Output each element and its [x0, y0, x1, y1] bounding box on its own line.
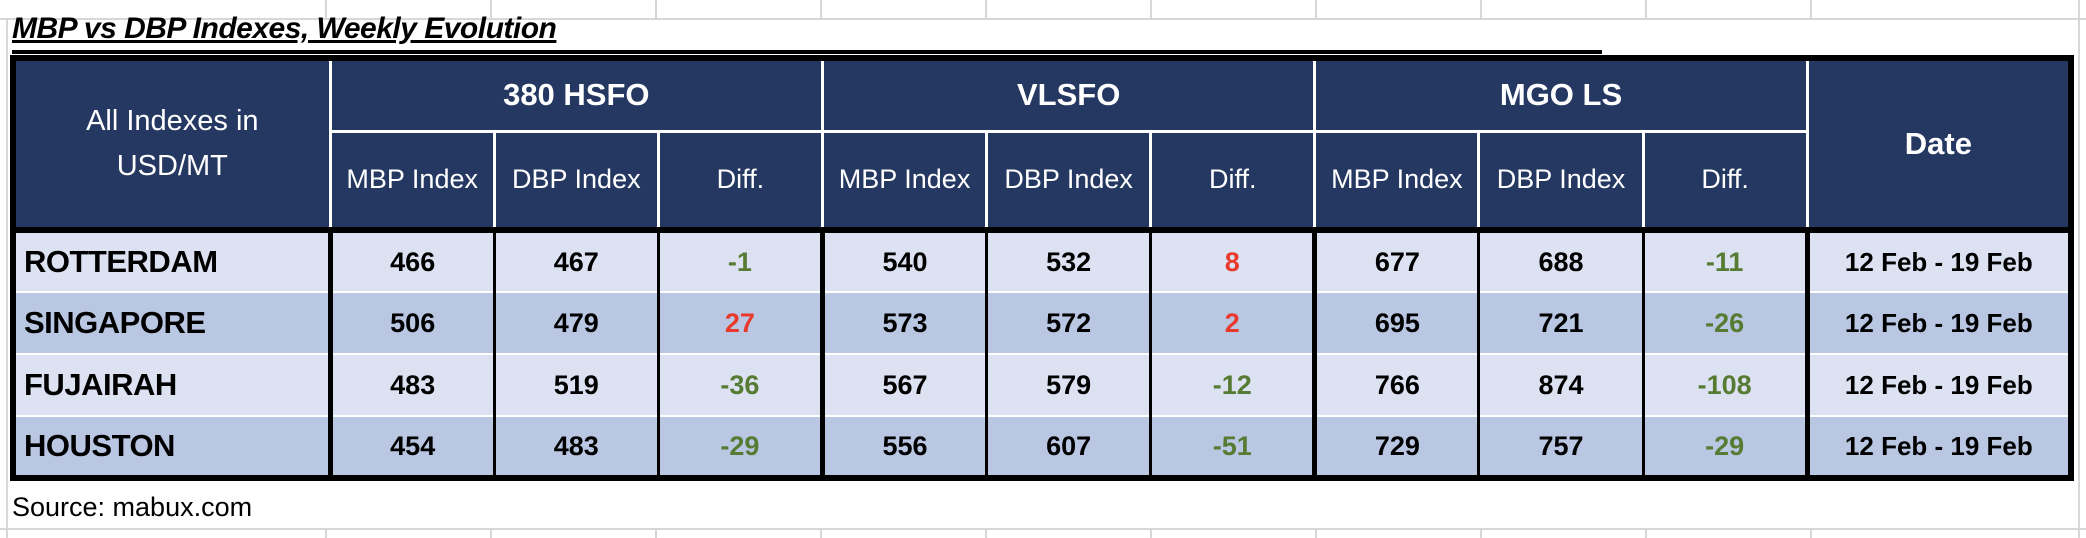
cell-hsfo-dbp: 483 — [494, 416, 660, 478]
corner-line1: All Indexes in — [86, 105, 259, 138]
cell-vlsfo-diff: 2 — [1150, 292, 1318, 355]
cell-hsfo-dbp: 467 — [494, 227, 660, 293]
cell-mgo-diff: -11 — [1643, 227, 1810, 293]
cell-port: HOUSTON — [13, 416, 333, 478]
cell-vlsfo-diff: 8 — [1150, 227, 1318, 293]
table-row-houston: HOUSTON 454 483 -29 556 607 -51 729 757 … — [13, 416, 2071, 478]
cell-hsfo-mbp: 466 — [330, 227, 496, 293]
corner-header: All Indexes in USD/MT — [13, 58, 332, 230]
table-row-singapore: SINGAPORE 506 479 27 573 572 2 695 721 -… — [13, 292, 2071, 355]
cell-mgo-diff: -29 — [1643, 416, 1810, 478]
subheader-mgo-dbp: DBP Index — [1478, 131, 1645, 230]
cell-vlsfo-mbp: 556 — [822, 416, 989, 478]
sub-header-row: MBP Index DBP Index Diff. MBP Index DBP … — [13, 131, 2071, 230]
cell-mgo-mbp: 677 — [1314, 227, 1481, 293]
subheader-vlsfo-mbp: MBP Index — [822, 131, 989, 230]
cell-vlsfo-dbp: 572 — [986, 292, 1153, 355]
cell-hsfo-diff: -29 — [658, 416, 825, 478]
chart-title-underline: MBP vs DBP Indexes, Weekly Evolution — [12, 12, 1602, 54]
cell-hsfo-diff: 27 — [658, 292, 825, 355]
cell-hsfo-dbp: 519 — [494, 354, 660, 417]
cell-vlsfo-mbp: 540 — [822, 227, 989, 293]
subheader-hsfo-dbp: DBP Index — [494, 131, 660, 230]
table-row-fujairah: FUJAIRAH 483 519 -36 567 579 -12 766 874… — [13, 354, 2071, 417]
cell-mgo-mbp: 729 — [1314, 416, 1481, 478]
cell-hsfo-mbp: 454 — [330, 416, 496, 478]
cell-mgo-dbp: 874 — [1478, 354, 1645, 417]
cell-mgo-dbp: 688 — [1478, 227, 1645, 293]
group-header-vlsfo: VLSFO — [822, 58, 1317, 133]
cell-mgo-diff: -26 — [1643, 292, 1810, 355]
cell-vlsfo-mbp: 567 — [822, 354, 989, 417]
group-header-380-hsfo: 380 HSFO — [330, 58, 824, 133]
subheader-hsfo-mbp: MBP Index — [330, 131, 496, 230]
subheader-vlsfo-diff: Diff. — [1150, 131, 1317, 230]
corner-line2: USD/MT — [116, 150, 228, 182]
cell-vlsfo-dbp: 607 — [986, 416, 1153, 478]
subheader-hsfo-diff: Diff. — [658, 131, 824, 230]
cell-vlsfo-dbp: 532 — [986, 227, 1153, 293]
index-table: All Indexes in USD/MT 380 HSFO VLSFO MGO… — [10, 55, 2074, 481]
cell-hsfo-dbp: 479 — [494, 292, 660, 355]
cell-mgo-mbp: 766 — [1314, 354, 1481, 417]
cell-port: FUJAIRAH — [13, 354, 333, 417]
source-credit: Source: mabux.com — [12, 492, 253, 522]
cell-mgo-dbp: 721 — [1478, 292, 1645, 355]
subheader-mgo-diff: Diff. — [1643, 131, 1809, 230]
cell-date: 12 Feb - 19 Feb — [1807, 416, 2071, 478]
chart-title: MBP vs DBP Indexes, Weekly Evolution — [12, 12, 557, 45]
cell-date: 12 Feb - 19 Feb — [1807, 227, 2071, 293]
cell-vlsfo-diff: -51 — [1150, 416, 1318, 478]
date-header: Date — [1807, 58, 2071, 230]
cell-hsfo-mbp: 506 — [330, 292, 496, 355]
cell-port: ROTTERDAM — [13, 227, 333, 293]
cell-mgo-mbp: 695 — [1314, 292, 1481, 355]
cell-hsfo-diff: -1 — [658, 227, 825, 293]
cell-port: SINGAPORE — [13, 292, 333, 355]
cell-hsfo-diff: -36 — [658, 354, 825, 417]
group-header-row: All Indexes in USD/MT 380 HSFO VLSFO MGO… — [13, 58, 2071, 230]
cell-vlsfo-dbp: 579 — [986, 354, 1153, 417]
subheader-mgo-mbp: MBP Index — [1314, 131, 1481, 230]
group-header-mgo-ls: MGO LS — [1314, 58, 1809, 133]
cell-vlsfo-mbp: 573 — [822, 292, 989, 355]
cell-hsfo-mbp: 483 — [330, 354, 496, 417]
cell-vlsfo-diff: -12 — [1150, 354, 1318, 417]
cell-mgo-diff: -108 — [1643, 354, 1810, 417]
subheader-vlsfo-dbp: DBP Index — [986, 131, 1153, 230]
cell-mgo-dbp: 757 — [1478, 416, 1645, 478]
cell-date: 12 Feb - 19 Feb — [1807, 354, 2071, 417]
cell-date: 12 Feb - 19 Feb — [1807, 292, 2071, 355]
table-row-rotterdam: ROTTERDAM 466 467 -1 540 532 8 677 688 -… — [13, 227, 2071, 293]
table-header: All Indexes in USD/MT 380 HSFO VLSFO MGO… — [13, 58, 2071, 230]
